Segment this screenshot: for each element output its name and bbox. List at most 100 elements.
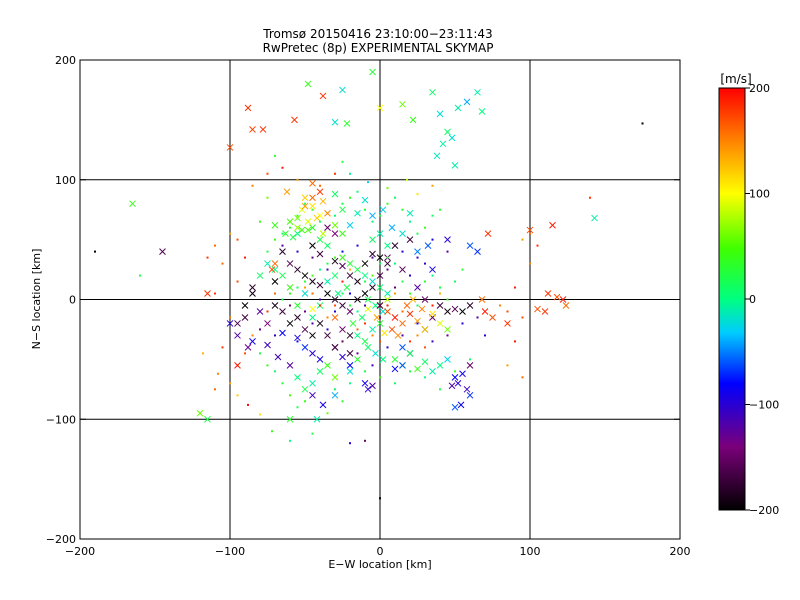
colorbar-tick-labels: −200 −100 0 100 200 xyxy=(745,82,779,517)
data-point-cross xyxy=(244,104,252,112)
data-point-cross xyxy=(448,382,456,390)
data-point-cross xyxy=(304,226,312,234)
data-point-dot xyxy=(521,376,524,379)
data-point-dot xyxy=(424,280,426,283)
data-point-dot xyxy=(409,340,411,343)
data-point-dot xyxy=(431,238,434,241)
data-point-cross xyxy=(466,391,474,399)
data-point-dot xyxy=(379,262,381,265)
data-point-dot xyxy=(529,262,531,265)
data-point-dot xyxy=(424,376,426,379)
data-point-cross xyxy=(391,314,399,321)
data-point-cross xyxy=(439,140,447,148)
data-point-cross xyxy=(249,338,256,345)
data-point-cross xyxy=(541,308,549,315)
data-point-dot xyxy=(319,220,321,223)
data-point-cross xyxy=(346,350,354,357)
data-point-cross xyxy=(331,221,339,229)
data-point-dot xyxy=(409,220,411,223)
data-point-cross xyxy=(316,367,324,375)
chart-title: Tromsø 20150416 23:10:00−23:11:43 xyxy=(262,27,492,41)
data-point-dot xyxy=(334,214,336,217)
x-tick-label: 0 xyxy=(377,545,384,558)
data-point-dot xyxy=(394,262,396,265)
x-tick-label: 200 xyxy=(670,545,691,558)
data-point-cross xyxy=(376,230,384,237)
x-tick-label: −100 xyxy=(215,545,245,558)
data-point-cross xyxy=(286,260,294,267)
data-point-dot xyxy=(386,268,389,271)
data-point-dot xyxy=(311,432,314,435)
data-point-dot xyxy=(304,280,306,283)
data-point-cross xyxy=(549,221,556,229)
data-point-cross xyxy=(319,92,327,100)
data-point-dot xyxy=(446,334,449,337)
data-point-dot xyxy=(266,250,269,253)
data-point-cross xyxy=(414,284,421,291)
data-point-cross xyxy=(282,230,289,237)
data-point-dot xyxy=(394,286,396,289)
data-point-cross xyxy=(466,362,474,369)
data-point-cross xyxy=(421,358,429,366)
data-point-dot xyxy=(529,232,531,235)
y-tick-labels: −200 −100 0 100 200 xyxy=(46,54,76,546)
data-point-cross xyxy=(301,344,309,351)
data-point-cross xyxy=(376,320,384,327)
data-point-dot xyxy=(356,352,359,355)
data-point-dot xyxy=(401,334,404,337)
data-point-cross xyxy=(324,332,331,339)
data-point-dot xyxy=(424,262,426,265)
data-point-cross xyxy=(454,104,462,112)
data-point-cross xyxy=(399,344,406,351)
data-point-dot xyxy=(416,256,419,259)
data-point-cross xyxy=(339,230,346,237)
data-point-cross xyxy=(376,302,384,309)
data-point-dot xyxy=(281,382,284,385)
data-point-cross xyxy=(448,134,456,142)
data-point-dot xyxy=(229,382,231,385)
data-points xyxy=(94,68,644,500)
data-point-dot xyxy=(274,154,276,157)
data-point-cross xyxy=(406,209,414,217)
data-point-cross xyxy=(459,370,466,378)
data-point-dot xyxy=(259,352,261,355)
data-point-dot xyxy=(386,256,389,259)
data-point-cross xyxy=(294,373,301,381)
data-point-cross xyxy=(331,344,339,351)
data-point-dot xyxy=(334,310,336,313)
data-point-dot xyxy=(281,232,284,235)
data-point-dot xyxy=(454,370,456,373)
data-point-cross xyxy=(279,272,286,279)
data-point-cross xyxy=(298,226,306,234)
data-point-cross xyxy=(369,284,376,291)
data-point-dot xyxy=(244,256,246,259)
data-point-cross xyxy=(409,296,417,303)
data-point-cross xyxy=(309,379,316,387)
data-point-cross xyxy=(384,290,391,297)
data-point-dot xyxy=(439,286,441,289)
data-point-dot xyxy=(424,346,426,349)
data-point-dot xyxy=(394,196,396,199)
data-point-cross xyxy=(369,326,376,333)
data-point-cross xyxy=(399,362,406,369)
data-point-cross xyxy=(309,305,316,313)
data-point-cross xyxy=(304,218,312,226)
data-point-cross xyxy=(429,310,436,318)
data-point-dot xyxy=(311,208,314,211)
data-point-cross xyxy=(264,341,271,349)
data-point-cross xyxy=(451,162,459,169)
data-point-dot xyxy=(334,304,336,307)
data-point-cross xyxy=(457,401,465,409)
data-point-dot xyxy=(326,412,329,415)
data-point-dot xyxy=(349,442,351,445)
data-point-dot xyxy=(296,178,299,181)
data-point-dot xyxy=(296,214,299,217)
data-point-cross xyxy=(301,194,309,202)
data-point-dot xyxy=(416,193,419,196)
data-point-dot xyxy=(484,334,486,337)
data-point-cross xyxy=(591,214,598,222)
data-point-dot xyxy=(244,352,246,355)
data-point-cross xyxy=(459,308,466,315)
data-point-dot xyxy=(446,250,449,253)
data-point-cross xyxy=(369,68,376,76)
